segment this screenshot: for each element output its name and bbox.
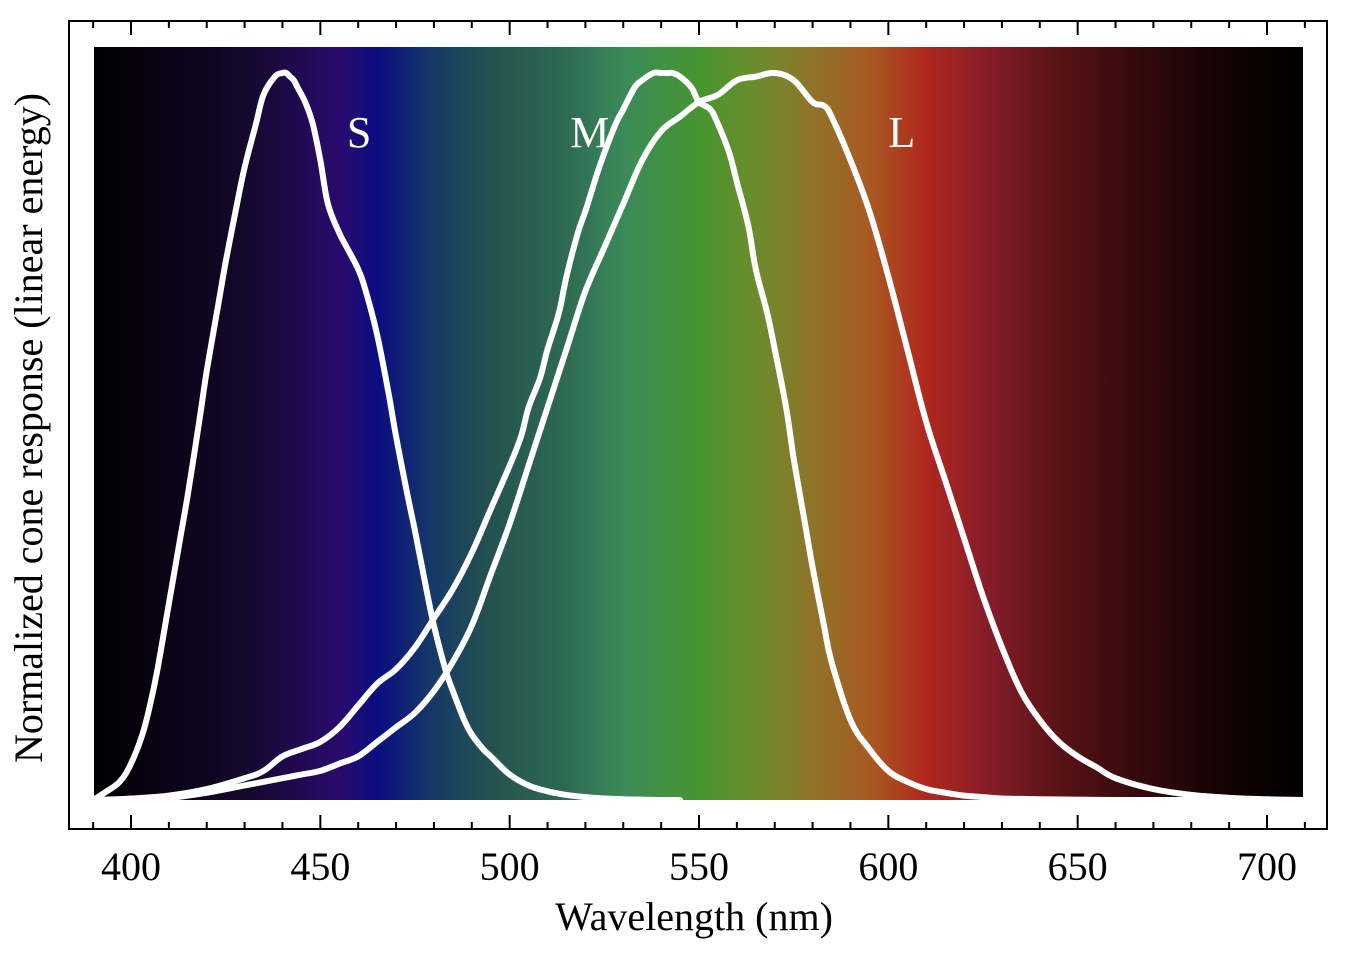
x-tick-label: 450 <box>290 844 350 889</box>
spectrum-background <box>94 47 1303 800</box>
axis-ticks <box>92 21 1306 829</box>
x-tick-label: 600 <box>858 844 918 889</box>
x-axis-title: Wavelength (nm) <box>555 894 833 939</box>
x-tick-label: 650 <box>1048 844 1108 889</box>
plot-background <box>94 47 1303 800</box>
series-label-s: S <box>347 108 371 157</box>
series-line-m <box>90 69 1308 804</box>
x-tick-label: 550 <box>669 844 729 889</box>
x-tick-label: 400 <box>101 844 161 889</box>
series-line-s <box>90 69 684 804</box>
series-label-m: M <box>570 108 609 157</box>
series-lines <box>90 69 1308 804</box>
x-tick-labels: 400 450 500 550 600 650 700 <box>101 844 1297 889</box>
y-axis-title: Normalized cone response (linear energy) <box>6 93 51 763</box>
series-label-l: L <box>888 108 915 157</box>
x-tick-label: 700 <box>1237 844 1297 889</box>
series-line-l <box>90 69 1308 803</box>
x-tick-label: 500 <box>480 844 540 889</box>
